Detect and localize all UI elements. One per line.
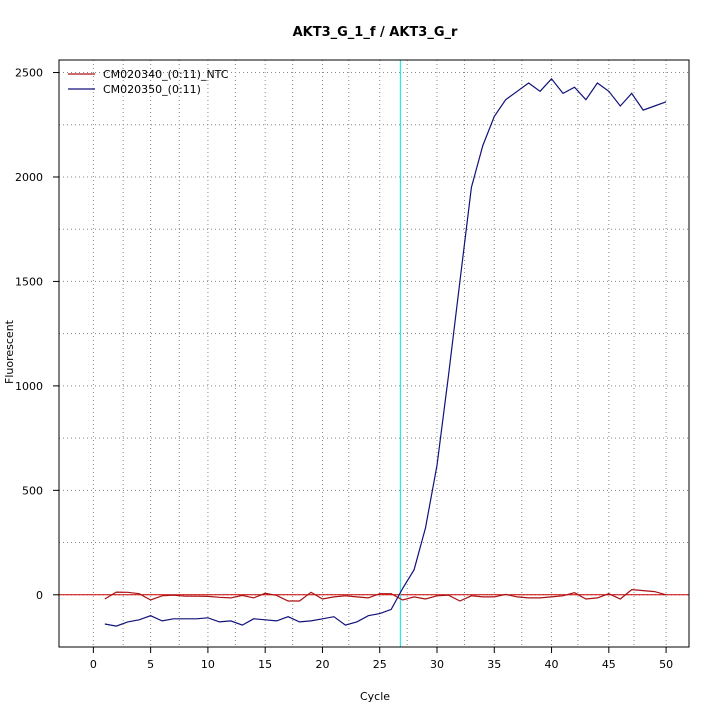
x-tick-label: 5 — [147, 658, 154, 671]
grid-layer — [59, 60, 689, 647]
y-tick-label: 2500 — [15, 67, 43, 80]
y-tick-label: 1500 — [15, 275, 43, 288]
x-tick-label: 35 — [487, 658, 501, 671]
x-tick-label: 20 — [315, 658, 329, 671]
series-line-2 — [104, 77, 667, 627]
x-tick-label: 0 — [90, 658, 97, 671]
y-axis: 0 500 1000 1500 2000 2500 — [15, 67, 60, 602]
x-tick-label: 30 — [430, 658, 444, 671]
series-layer — [104, 77, 667, 627]
x-axis: 0 5 10 15 20 25 30 35 40 45 50 — [90, 646, 673, 671]
y-tick-label: 500 — [22, 484, 43, 497]
threshold-layer — [59, 60, 689, 647]
x-tick-label: 45 — [602, 658, 616, 671]
x-axis-label: Cycle — [360, 690, 390, 703]
y-axis-label: Fluorescent — [3, 319, 16, 384]
x-tick-label: 40 — [545, 658, 559, 671]
chart-title: AKT3_G_1_f / AKT3_G_r — [293, 25, 458, 40]
x-tick-label: 25 — [373, 658, 387, 671]
legend-label-1: CM020340_(0:11)_NTC — [103, 68, 229, 81]
x-tick-label: 50 — [659, 658, 673, 671]
legend-label-2: CM020350_(0:11) — [103, 83, 201, 96]
y-tick-label: 2000 — [15, 171, 43, 184]
x-tick-label: 15 — [258, 658, 272, 671]
legend: CM020340_(0:11)_NTC CM020350_(0:11) — [68, 68, 229, 96]
series-line-1 — [104, 588, 667, 602]
y-tick-label: 0 — [36, 589, 43, 602]
y-tick-label: 1000 — [15, 380, 43, 393]
x-tick-label: 10 — [201, 658, 215, 671]
